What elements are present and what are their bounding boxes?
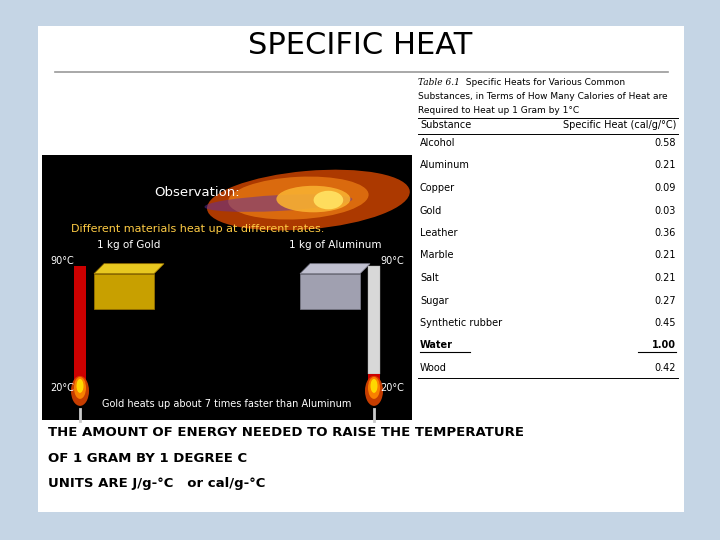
- Ellipse shape: [76, 379, 84, 393]
- Text: 90°C: 90°C: [50, 256, 73, 266]
- Ellipse shape: [314, 191, 343, 210]
- Text: Marble: Marble: [420, 251, 454, 260]
- Ellipse shape: [74, 377, 86, 399]
- Ellipse shape: [365, 376, 383, 406]
- Ellipse shape: [276, 186, 351, 212]
- FancyBboxPatch shape: [74, 266, 86, 383]
- Text: 0.21: 0.21: [654, 160, 676, 171]
- Ellipse shape: [228, 177, 369, 220]
- Text: Table 6.1: Table 6.1: [418, 78, 460, 87]
- Text: 0.21: 0.21: [654, 273, 676, 283]
- FancyBboxPatch shape: [368, 374, 380, 383]
- Polygon shape: [94, 264, 164, 274]
- Ellipse shape: [368, 377, 380, 399]
- Text: 0.45: 0.45: [654, 318, 676, 328]
- Ellipse shape: [207, 170, 410, 231]
- Text: Different materials heat up at different rates.: Different materials heat up at different…: [71, 224, 324, 234]
- Text: Copper: Copper: [420, 183, 455, 193]
- FancyBboxPatch shape: [300, 274, 360, 309]
- Text: Leather: Leather: [420, 228, 457, 238]
- Text: 20°C: 20°C: [50, 383, 74, 393]
- Text: Substances, in Terms of How Many Calories of Heat are: Substances, in Terms of How Many Calorie…: [418, 92, 667, 101]
- Polygon shape: [300, 264, 370, 274]
- Text: Specific Heats for Various Common: Specific Heats for Various Common: [460, 78, 625, 87]
- Text: Water: Water: [420, 341, 453, 350]
- Text: 0.21: 0.21: [654, 251, 676, 260]
- Text: SPECIFIC HEAT: SPECIFIC HEAT: [248, 30, 472, 59]
- Text: 0.42: 0.42: [654, 363, 676, 373]
- Ellipse shape: [371, 379, 377, 393]
- Text: 90°C: 90°C: [380, 256, 404, 266]
- Text: 0.58: 0.58: [654, 138, 676, 148]
- FancyBboxPatch shape: [42, 155, 412, 420]
- FancyBboxPatch shape: [38, 26, 684, 512]
- Text: Salt: Salt: [420, 273, 438, 283]
- Text: OF 1 GRAM BY 1 DEGREE C: OF 1 GRAM BY 1 DEGREE C: [48, 451, 247, 464]
- Text: 1 kg of Gold: 1 kg of Gold: [97, 240, 161, 250]
- Text: Specific Heat (cal/g/°C): Specific Heat (cal/g/°C): [562, 120, 676, 130]
- Text: 20°C: 20°C: [380, 383, 404, 393]
- Text: Required to Heat up 1 Gram by 1°C: Required to Heat up 1 Gram by 1°C: [418, 106, 579, 115]
- Text: Alcohol: Alcohol: [420, 138, 456, 148]
- Text: Synthetic rubber: Synthetic rubber: [420, 318, 502, 328]
- Text: Sugar: Sugar: [420, 295, 449, 306]
- Text: Gold: Gold: [420, 206, 442, 215]
- Text: 0.27: 0.27: [654, 295, 676, 306]
- Text: 0.09: 0.09: [654, 183, 676, 193]
- Ellipse shape: [204, 194, 352, 212]
- Text: 0.36: 0.36: [654, 228, 676, 238]
- Text: Wood: Wood: [420, 363, 447, 373]
- Text: UNITS ARE J/g-°C   or cal/g-°C: UNITS ARE J/g-°C or cal/g-°C: [48, 477, 266, 490]
- FancyBboxPatch shape: [94, 274, 154, 309]
- Text: 0.03: 0.03: [654, 206, 676, 215]
- Text: Aluminum: Aluminum: [420, 160, 470, 171]
- Text: THE AMOUNT OF ENERGY NEEDED TO RAISE THE TEMPERATURE: THE AMOUNT OF ENERGY NEEDED TO RAISE THE…: [48, 426, 524, 438]
- Text: Observation:: Observation:: [155, 186, 240, 199]
- Text: 1 kg of Aluminum: 1 kg of Aluminum: [289, 240, 382, 250]
- FancyBboxPatch shape: [368, 266, 380, 374]
- Text: Substance: Substance: [420, 120, 472, 130]
- Ellipse shape: [71, 376, 89, 406]
- Text: Gold heats up about 7 times faster than Aluminum: Gold heats up about 7 times faster than …: [102, 399, 351, 409]
- Text: 1.00: 1.00: [652, 341, 676, 350]
